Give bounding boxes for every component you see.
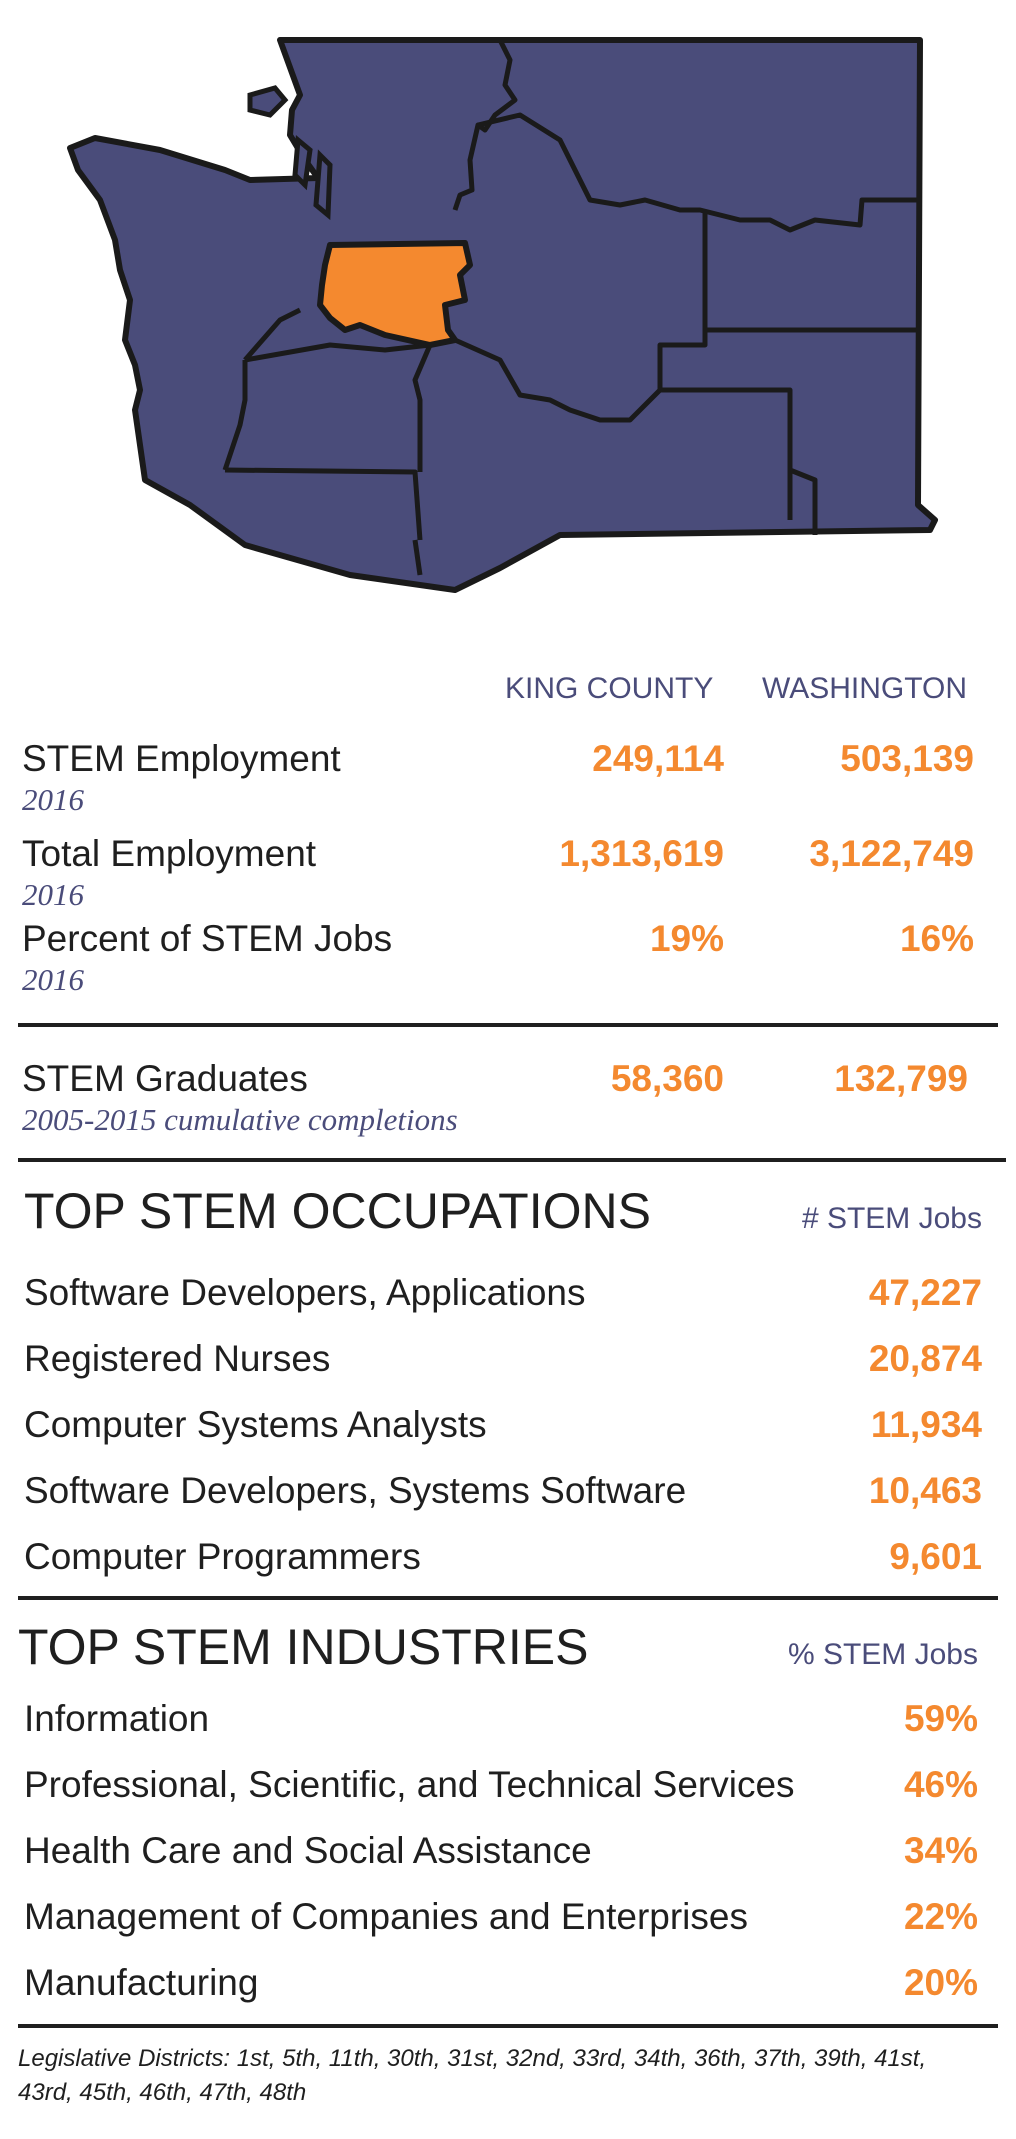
industry-value: 34% bbox=[903, 1830, 978, 1871]
stat-value-king-stem-employment: 249,114 bbox=[592, 738, 724, 779]
stat-label-stem-employment: STEM Employment bbox=[22, 738, 341, 779]
stat-label-percent-stem-jobs: Percent of STEM Jobs bbox=[22, 918, 393, 959]
stat-sub-percent-stem-jobs: 2016 bbox=[22, 962, 84, 997]
occupation-value: 10,463 bbox=[868, 1470, 982, 1511]
stat-sub-stem-graduates: 2005-2015 cumulative completions bbox=[22, 1102, 458, 1137]
stat-value-king-stem-graduates: 58,360 bbox=[610, 1058, 724, 1099]
occupation-value: 9,601 bbox=[889, 1536, 982, 1577]
stat-value-wa-stem-graduates: 132,799 bbox=[834, 1058, 968, 1099]
occupation-value: 47,227 bbox=[868, 1272, 982, 1313]
section-metric-industries: % STEM Jobs bbox=[787, 1638, 978, 1671]
divider bbox=[18, 2024, 998, 2028]
industry-label: Manufacturing bbox=[24, 1962, 259, 2003]
washington-map-svg bbox=[67, 37, 938, 593]
divider bbox=[18, 1158, 1006, 1162]
stat-sub-stem-employment: 2016 bbox=[22, 782, 84, 817]
stat-value-wa-percent-stem-jobs: 16% bbox=[899, 918, 974, 959]
stat-value-wa-total-employment: 3,122,749 bbox=[809, 833, 974, 874]
occupation-label: Computer Systems Analysts bbox=[24, 1404, 487, 1445]
legislative-districts-footnote: Legislative Districts: 1st, 5th, 11th, 3… bbox=[18, 2045, 927, 2106]
section-title-industries: TOP STEM INDUSTRIES bbox=[18, 1619, 589, 1675]
divider bbox=[18, 1596, 998, 1600]
column-header-king-county: KING COUNTY bbox=[505, 672, 714, 705]
industry-value: 46% bbox=[903, 1764, 978, 1805]
industry-value: 20% bbox=[903, 1962, 978, 2003]
industry-value: 22% bbox=[903, 1896, 978, 1937]
washington-map bbox=[0, 0, 1016, 620]
stat-value-wa-stem-employment: 503,139 bbox=[840, 738, 974, 779]
section-title-occupations: TOP STEM OCCUPATIONS bbox=[24, 1183, 651, 1239]
occupation-label: Software Developers, Applications bbox=[24, 1272, 586, 1313]
industry-label: Professional, Scientific, and Technical … bbox=[24, 1764, 795, 1805]
stat-value-king-total-employment: 1,313,619 bbox=[559, 833, 724, 874]
occupation-value: 11,934 bbox=[870, 1404, 982, 1445]
industry-value: 59% bbox=[903, 1698, 978, 1739]
occupation-value: 20,874 bbox=[868, 1338, 982, 1379]
stat-label-total-employment: Total Employment bbox=[22, 833, 317, 874]
divider bbox=[18, 1023, 998, 1027]
stat-value-king-percent-stem-jobs: 19% bbox=[649, 918, 724, 959]
industry-label: Information bbox=[24, 1698, 210, 1739]
state-outline bbox=[67, 37, 938, 593]
king-county bbox=[317, 240, 473, 348]
stat-sub-total-employment: 2016 bbox=[22, 877, 84, 912]
occupation-label: Software Developers, Systems Software bbox=[24, 1470, 687, 1511]
occupation-label: Computer Programmers bbox=[24, 1536, 421, 1577]
stat-label-stem-graduates: STEM Graduates bbox=[22, 1058, 308, 1099]
industry-label: Management of Companies and Enterprises bbox=[24, 1896, 748, 1937]
column-header-washington: WASHINGTON bbox=[762, 672, 968, 705]
occupation-label: Registered Nurses bbox=[24, 1338, 331, 1379]
industry-label: Health Care and Social Assistance bbox=[24, 1830, 592, 1871]
section-metric-occupations: # STEM Jobs bbox=[801, 1202, 982, 1235]
